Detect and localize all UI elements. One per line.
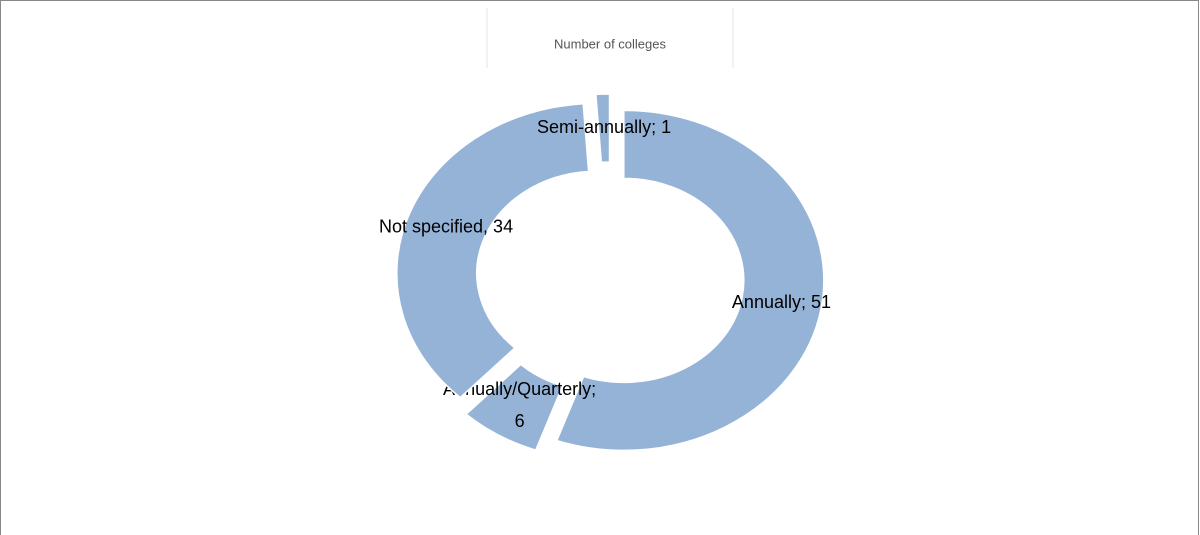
data-label-line: 6 bbox=[515, 411, 525, 431]
donut-slice bbox=[555, 109, 825, 452]
chart-title: Number of colleges bbox=[554, 36, 666, 51]
data-label: Annually; 51 bbox=[732, 292, 831, 312]
data-label: Semi-annually; 1 bbox=[537, 117, 671, 137]
donut-slice bbox=[396, 102, 590, 399]
data-label: Annually/Quarterly; 6 bbox=[443, 379, 596, 431]
donut-slice bbox=[465, 363, 564, 452]
data-label: Not specified, 34 bbox=[379, 217, 513, 237]
data-label-line: Annually/Quarterly; bbox=[443, 379, 596, 399]
donut-slice bbox=[595, 93, 611, 164]
